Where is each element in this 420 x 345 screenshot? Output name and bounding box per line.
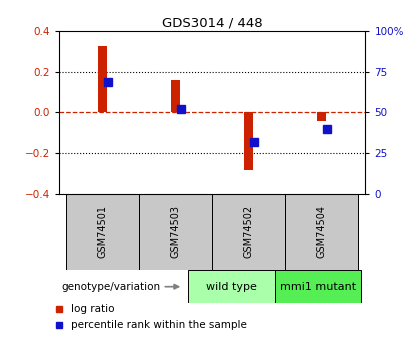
Text: GSM74502: GSM74502 [244,205,254,258]
Text: mmi1 mutant: mmi1 mutant [280,282,356,292]
Bar [244,112,253,170]
Text: log ratio: log ratio [71,304,115,314]
Bar [275,270,361,303]
Bar [212,194,285,270]
Text: genotype/variation: genotype/variation [61,282,160,292]
Bar [188,270,275,303]
Bar [317,112,326,121]
Bar [285,194,358,270]
Text: percentile rank within the sample: percentile rank within the sample [71,320,247,330]
Bar [171,80,180,112]
Text: GSM74503: GSM74503 [171,205,181,258]
Bar [66,194,139,270]
Text: GSM74501: GSM74501 [97,205,108,258]
Bar [139,194,212,270]
Title: GDS3014 / 448: GDS3014 / 448 [162,17,262,30]
Text: GSM74504: GSM74504 [317,205,327,258]
Bar [98,46,107,112]
Text: wild type: wild type [206,282,257,292]
